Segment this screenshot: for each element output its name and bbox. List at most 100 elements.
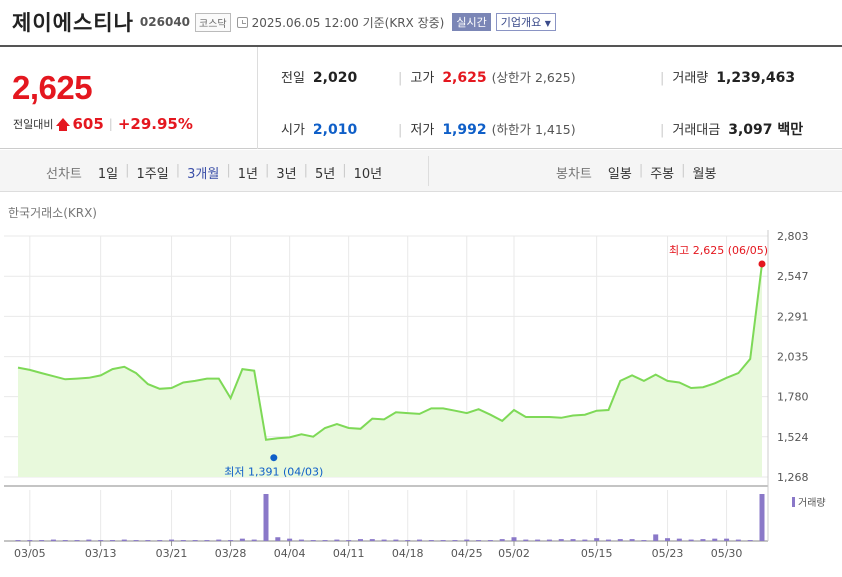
volume-bar [700,539,706,541]
volume-bar [570,539,576,541]
volume-bar [275,537,281,541]
volume-bar [251,539,257,541]
volume-bar [724,538,730,541]
stat-low: | 저가 1,992 (하한가 1,415) [398,122,576,138]
volume-bar [322,540,328,541]
x-tick-label: 03/13 [85,547,117,560]
chevron-down-icon: ▼ [544,19,551,28]
volume-bar [464,539,470,541]
volume-legend-swatch [792,497,795,507]
x-tick-label: 03/05 [14,547,46,560]
tab-3m[interactable]: 3개월 [187,167,220,182]
tab-5y[interactable]: 5년 [314,167,336,182]
min-annotation: 최저 1,391 (04/03) [224,466,323,479]
volume-bar [440,540,446,541]
tab-1d[interactable]: 1일 [97,167,119,182]
volume-bar [334,539,340,541]
x-tick-label: 04/04 [274,547,306,560]
volume-bar [346,540,352,541]
volume-bar [381,539,387,541]
volume-bar [180,540,186,541]
volume-bar [452,540,458,541]
volume-bar [145,540,151,541]
clock-icon [236,16,248,28]
volume-bar [428,540,434,541]
volume-bar [712,538,718,541]
volume-bar [487,540,493,541]
volume-bar [27,540,33,541]
volume-bar [204,540,210,541]
volume-bar [287,538,293,541]
volume-bar [676,538,682,541]
volume-bar [594,538,600,541]
chart-period-tabs: 선차트 1일 | 1주일 | 3개월 | 1년 | 3년 | 5년 | 10년 봉차트 일봉… [0,150,842,192]
x-tick-label: 05/23 [652,547,684,560]
tab-weekly[interactable]: 주봉 [650,167,675,182]
stock-name: 제이에스티나 [12,11,134,35]
y-tick-label: 2,291 [777,310,809,323]
volume-bar [98,540,104,541]
x-tick-label: 05/30 [711,547,743,560]
volume-bar [629,539,635,541]
volume-bar [393,539,399,541]
change-label: 전일대비 [13,118,54,131]
x-tick-label: 03/28 [215,547,247,560]
tab-1w[interactable]: 1주일 [136,167,169,182]
volume-bar [239,538,245,541]
separator: | [108,117,113,131]
volume-bar [133,540,139,541]
volume-bar [511,537,517,541]
x-tick-label: 04/25 [451,547,483,560]
tab-1y[interactable]: 1년 [237,167,258,182]
company-overview-dropdown[interactable]: 기업개요 ▼ [495,13,556,31]
candle-chart-tabs: 봉차트 일봉 | 주봉 | 월봉 [556,163,717,182]
volume-bar [523,539,529,541]
price-change: 전일대비 605 | +29.95% [13,115,193,133]
quote-datetime: 2025.06.05 12:00 기준(KRX 장중) [251,15,445,30]
volume-bar [298,539,304,541]
volume-bar [582,539,588,541]
volume-bar [759,494,765,541]
stock-header: 제이에스티나 026040 코스닥 2025.06.05 12:00 기준(KR… [0,0,842,44]
volume-bar [74,540,80,541]
price-panel: 2,625 전일대비 605 | +29.95% 전일 2,020 | 고가 2,62… [0,45,842,149]
volume-bar [39,540,45,541]
tab-monthly[interactable]: 월봉 [692,167,717,182]
volume-bar [310,540,316,541]
stat-volume: | 거래량 1,239,463 [660,70,796,86]
x-tick-label: 05/15 [581,547,613,560]
realtime-button[interactable]: 실시간 [452,13,491,31]
volume-bar [50,539,56,541]
stat-amount: | 거래대금 3,097 백만 [660,122,804,138]
volume-bar [535,539,541,541]
volume-bar [86,539,92,541]
price-area [18,263,762,477]
line-chart-label: 선차트 [46,167,82,182]
volume-bar [228,540,234,541]
volume-bar [121,539,127,541]
x-tick-label: 03/21 [156,547,188,560]
volume-bar [688,539,694,541]
max-marker [758,260,766,268]
volume-bar [157,540,163,541]
tab-3y[interactable]: 3년 [276,167,297,182]
tab-daily[interactable]: 일봉 [607,167,632,182]
market-badge: 코스닥 [195,12,231,32]
volume-bar [405,540,411,541]
x-tick-label: 04/11 [333,547,365,560]
current-price-box: 2,625 전일대비 605 | +29.95% [0,47,258,149]
current-price: 2,625 [12,69,93,106]
volume-legend-label: 거래량 [798,497,826,509]
volume-bar [263,494,269,541]
max-annotation: 최고 2,625 (06/05) [669,244,768,257]
stock-code: 026040 [139,15,191,29]
volume-bar [747,540,753,541]
tab-divider [428,156,429,186]
y-tick-label: 2,803 [777,230,809,243]
volume-bar [546,539,552,541]
y-tick-label: 2,035 [777,351,809,364]
stat-open: 시가 2,010 [281,122,358,138]
volume-bar [169,539,175,541]
tab-10y[interactable]: 10년 [353,167,383,182]
